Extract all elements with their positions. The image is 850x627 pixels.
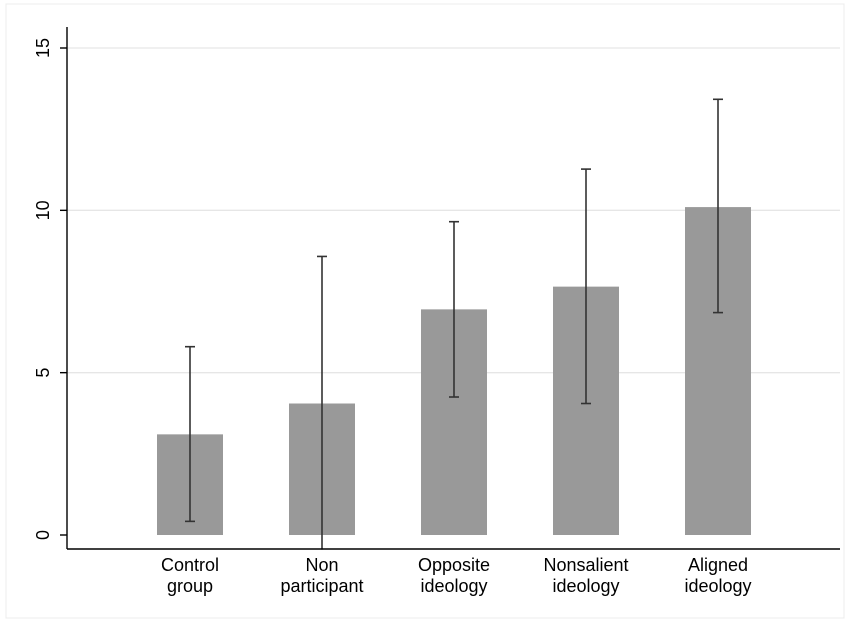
x-tick-label-line: participant xyxy=(280,576,363,596)
x-tick-label-line: group xyxy=(167,576,213,596)
x-tick-label-line: Control xyxy=(161,555,219,575)
error-bar xyxy=(449,220,459,398)
axes xyxy=(60,27,840,550)
x-tick-label-line: ideology xyxy=(552,576,619,596)
x-tick-label-line: Non xyxy=(305,555,338,575)
y-tick-label: 0 xyxy=(33,530,53,540)
x-tick-label: Opposite ideology xyxy=(418,555,490,596)
x-tick-label: Nonsalient ideology xyxy=(543,555,628,596)
x-tick-label-line: Opposite xyxy=(418,555,490,575)
tick-labels: 0 5 10 15 Control group Non participant Opposite… xyxy=(33,38,752,596)
error-bar xyxy=(581,168,591,405)
error-bar xyxy=(317,255,327,550)
error-bars xyxy=(185,98,723,550)
x-tick-label-line: ideology xyxy=(684,576,751,596)
x-tick-label-line: ideology xyxy=(420,576,487,596)
x-tick-label: Non participant xyxy=(280,555,363,596)
x-tick-label-line: Nonsalient xyxy=(543,555,628,575)
y-tick-label: 10 xyxy=(33,200,53,220)
x-tick-label-line: Aligned xyxy=(688,555,748,575)
error-bar xyxy=(713,98,723,314)
x-tick-label: Aligned ideology xyxy=(684,555,751,596)
x-tick-label: Control group xyxy=(161,555,219,596)
y-tick-label: 5 xyxy=(33,368,53,378)
y-tick-label: 15 xyxy=(33,38,53,58)
error-bar xyxy=(185,345,195,523)
